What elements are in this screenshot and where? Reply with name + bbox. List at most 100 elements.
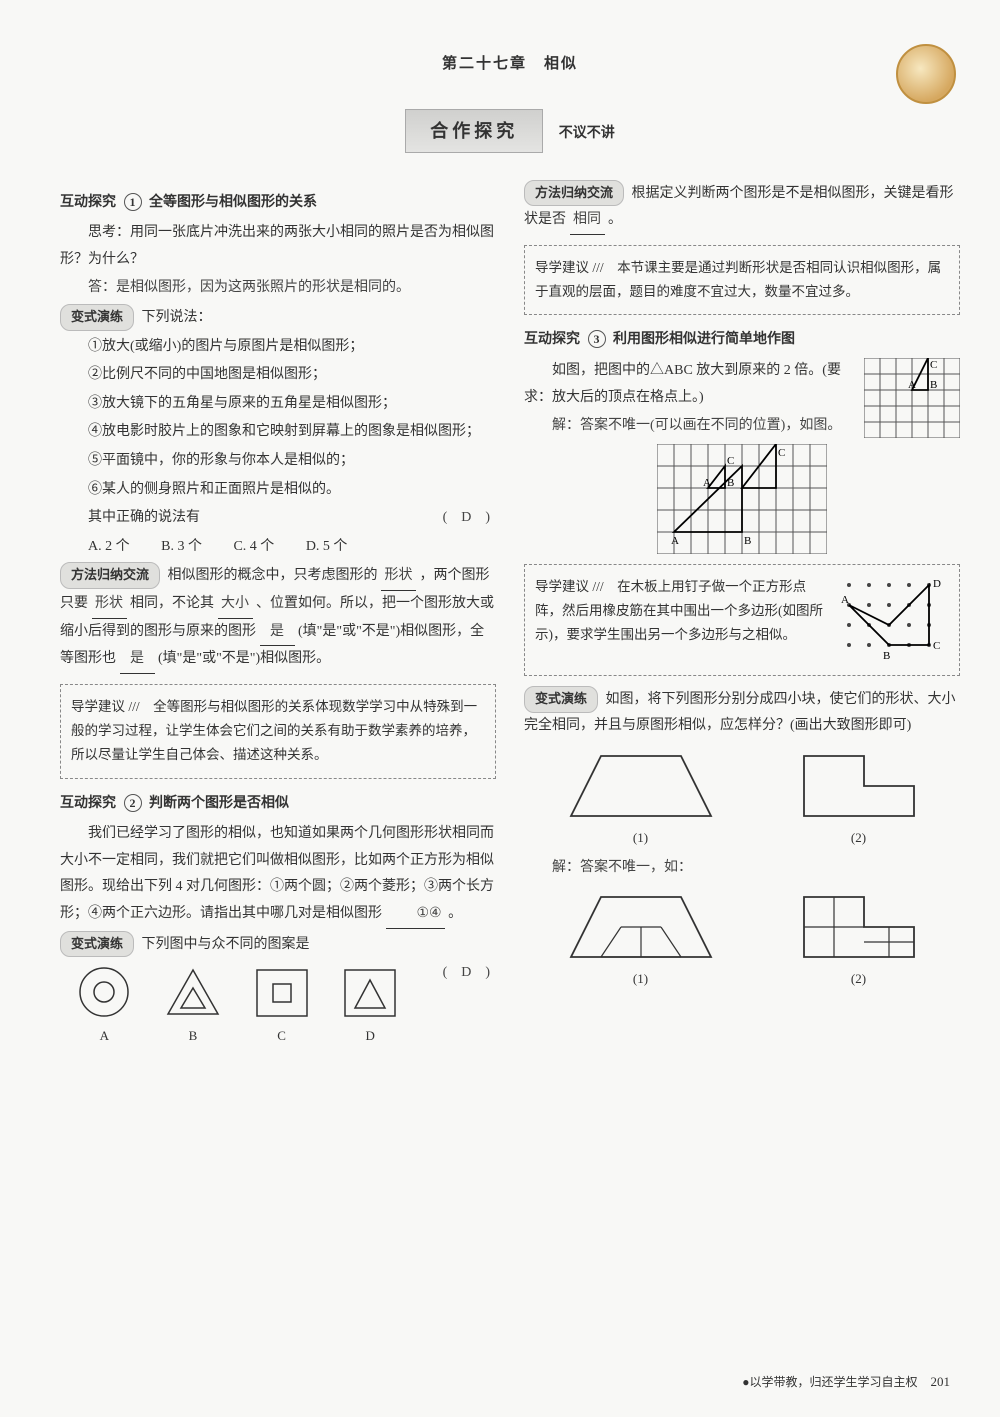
left-column: 互动探究 1 全等图形与相似图形的关系 思考：用同一张底片冲洗出来的两张大小相同… <box>60 178 496 1053</box>
svg-text:C: C <box>933 640 940 652</box>
chapter-header: 第二十七章 相似 <box>60 50 960 79</box>
s1-item-4: ④放电影时胶片上的图象和它映射到屏幕上的图象是相似图形； <box>60 419 496 446</box>
fig-c: C <box>247 964 317 1049</box>
fig-2-split: (2) <box>794 887 924 992</box>
guide-text-1: 导学建议 /// 全等图形与相似图形的关系体现数学学习中从特殊到一般的学习过程，… <box>71 695 485 768</box>
blank-1: 形状 <box>381 563 416 591</box>
mascot-decoration <box>896 44 956 104</box>
section-1-title: 互动探究 1 全等图形与相似图形的关系 <box>60 190 496 217</box>
method-pill: 方法归纳交流 <box>524 180 624 207</box>
trapezoid-icon <box>561 746 721 826</box>
r-method: 方法归纳交流 根据定义判断两个图形是不是相似图形，关键是看形状是否 相同 。 <box>524 180 960 235</box>
variant-intro: 下列说法： <box>142 310 212 325</box>
guide-text-2: 导学建议 /// 本节课主要是通过判断形状是否相同认识相似图形，属于直观的层面，… <box>535 256 949 305</box>
opt-c: C. 4 个 <box>233 539 274 554</box>
section-heading: 利用图形相似进行简单地作图 <box>613 332 795 347</box>
s1-item-5: ⑤平面镜中，你的形象与你本人是相似的； <box>60 448 496 475</box>
guide-box-1: 导学建议 /// 全等图形与相似图形的关系体现数学学习中从特殊到一般的学习过程，… <box>60 684 496 779</box>
section-label: 互动探究 <box>524 332 580 347</box>
fig-label: (1) <box>561 826 721 851</box>
guide-box-3: A B C D 导学建议 /// 在木板上用钉子做一个正方形点阵，然后用橡皮筋在… <box>524 564 960 676</box>
trapezoid-split-icon <box>561 887 721 967</box>
s1-item-2: ②比例尺不同的中国地图是相似图形； <box>60 362 496 389</box>
s1-answer: 答：是相似图形，因为这两张照片的形状是相同的。 <box>60 275 496 302</box>
blank-4: 是 <box>260 619 295 647</box>
svg-text:A: A <box>703 477 711 489</box>
lshape-icon <box>794 746 924 826</box>
blank-2: 形状 <box>92 591 127 619</box>
s2-body: 我们已经学习了图形的相似，也知道如果两个几何图形形状相同而大小不一定相同，我们就… <box>60 821 496 928</box>
fig-label: A <box>69 1024 139 1049</box>
triangle-in-square-icon <box>335 964 405 1024</box>
banner-subtitle: 不议不讲 <box>559 121 615 148</box>
blank-3: 大小 <box>218 591 253 619</box>
blank-5: 是 <box>120 646 155 674</box>
s2-variant-head: 变式演练 下列图中与众不同的图案是 <box>60 931 496 959</box>
label-b: B <box>930 379 937 391</box>
method-text: 相同，不论其 <box>130 596 214 611</box>
grid-enlarged-icon: A B A B C C <box>657 444 827 554</box>
guide-box-2: 导学建议 /// 本节课主要是通过判断形状是否相同认识相似图形，属于直观的层面，… <box>524 245 960 316</box>
section-label: 互动探究 <box>60 796 116 811</box>
section-banner: 合作探究 不议不讲 <box>60 109 960 153</box>
s1-item-6: ⑥某人的侧身照片和正面照片是相似的。 <box>60 477 496 504</box>
banner-title: 合作探究 <box>405 109 543 153</box>
fig-label: (1) <box>561 967 721 992</box>
label-a: A <box>908 379 916 391</box>
s1-item-1: ①放大(或缩小)的图片与原图片是相似图形； <box>60 334 496 361</box>
square-in-square-icon <box>247 964 317 1024</box>
s2-figures: A B C D <box>60 964 415 1049</box>
fig-label: D <box>335 1024 405 1049</box>
method-text-end: 。 <box>608 212 622 227</box>
s1-options: A. 2 个 B. 3 个 C. 4 个 D. 5 个 <box>60 534 496 561</box>
mc-answer-1: ( D ) <box>415 505 490 532</box>
s3-answer-2: 解：答案不唯一，如： <box>524 855 960 882</box>
fig-label: C <box>247 1024 317 1049</box>
grid-abc-small: A B C <box>864 358 960 438</box>
opt-a: A. 2 个 <box>88 539 130 554</box>
fig-a: A <box>69 964 139 1049</box>
right-column: 方法归纳交流 根据定义判断两个图形是不是相似图形，关键是看形状是否 相同 。 导… <box>524 178 960 1053</box>
lshape-split-icon <box>794 887 924 967</box>
mc-answer-2: ( D ) <box>415 960 490 987</box>
variant-pill: 变式演练 <box>60 304 134 331</box>
fig-1-split: (1) <box>561 887 721 992</box>
svg-text:B: B <box>727 477 734 489</box>
s1-stem-end: 其中正确的说法有 ( D ) <box>60 505 496 532</box>
s3-variant-head: 变式演练 如图，将下列图形分别分成四小块，使它们的形状、大小完全相同，并且与原图… <box>524 686 960 740</box>
fig-label: (2) <box>794 826 924 851</box>
variant-pill: 变式演练 <box>60 931 134 958</box>
svg-text:A: A <box>671 535 679 547</box>
footer-text: ●以学带教，归还学生学习自主权 <box>742 1375 917 1389</box>
section-number: 3 <box>588 330 606 348</box>
s1-variant-head: 变式演练 下列说法： <box>60 304 496 332</box>
method-pill: 方法归纳交流 <box>60 562 160 589</box>
grid-triangle-icon: A B C <box>864 358 960 438</box>
svg-text:D: D <box>933 578 941 590</box>
s1-question: 思考：用同一张底片冲洗出来的两张大小相同的照片是否为相似图形？为什么？ <box>60 220 496 273</box>
variant-stem: 下列图中与众不同的图案是 <box>142 937 310 952</box>
s1-item-3: ③放大镜下的五角星与原来的五角星是相似图形； <box>60 391 496 418</box>
method-text: 相似图形的概念中，只考虑图形的 <box>168 568 378 583</box>
page-footer: ●以学带教，归还学生学习自主权 201 <box>742 1370 950 1395</box>
opt-b: B. 3 个 <box>161 539 202 554</box>
fig-2: (2) <box>794 746 924 851</box>
method-text: (填"是"或"不是")相似图形。 <box>158 651 330 666</box>
svg-text:C: C <box>778 447 785 459</box>
section-label: 互动探究 <box>60 195 116 210</box>
s3-fig-row-2: (1) (2) <box>524 887 960 992</box>
fig-b: B <box>158 964 228 1049</box>
page-number: 201 <box>931 1370 951 1395</box>
opt-d: D. 5 个 <box>306 539 348 554</box>
stem-text: 其中正确的说法有 <box>88 510 200 525</box>
svg-text:C: C <box>727 455 734 467</box>
blank-s2: ①④ <box>386 901 445 929</box>
variant-pill: 变式演练 <box>524 686 598 713</box>
fig-label: (2) <box>794 967 924 992</box>
triangle-in-triangle-icon <box>158 964 228 1024</box>
blank-r1: 相同 <box>570 207 605 235</box>
s2-text-end: 。 <box>448 906 462 921</box>
section-number: 2 <box>124 794 142 812</box>
section-2-title: 互动探究 2 判断两个图形是否相似 <box>60 791 496 818</box>
section-number: 1 <box>124 193 142 211</box>
